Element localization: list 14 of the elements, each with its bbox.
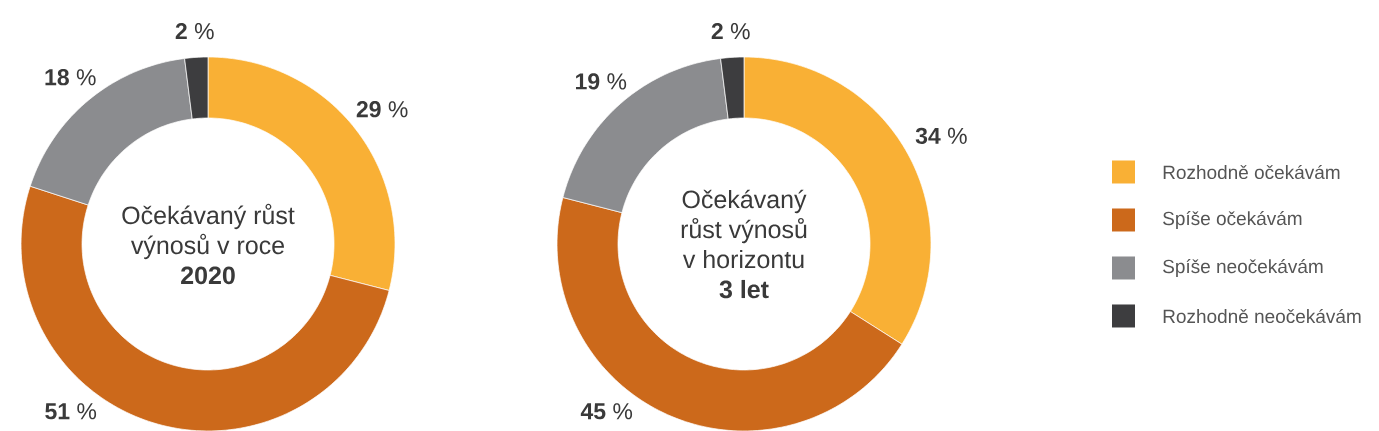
legend-label: Spíše očekávám — [1163, 211, 1302, 229]
text: Očekávaný růst výnosů v horizontu 3 let — [681, 189, 807, 299]
data-label: 51 % — [45, 403, 97, 420]
legend-label: Spíše neočekávám — [1163, 259, 1323, 277]
legend-label: Rozhodně očekávám — [1163, 164, 1340, 180]
data-label: 18 % — [45, 69, 96, 86]
data-label: 29 % — [356, 101, 408, 118]
data-label: 2 % — [175, 23, 214, 40]
data-label: 2 % — [711, 23, 750, 40]
data-label: 34 % — [915, 127, 967, 144]
data-label: 19 % — [576, 73, 627, 90]
legend-label: Rozhodně neočekávám — [1163, 308, 1361, 324]
data-label: 45 % — [580, 403, 633, 420]
text: Očekávaný růst výnosů v roce 2020 — [122, 203, 295, 285]
